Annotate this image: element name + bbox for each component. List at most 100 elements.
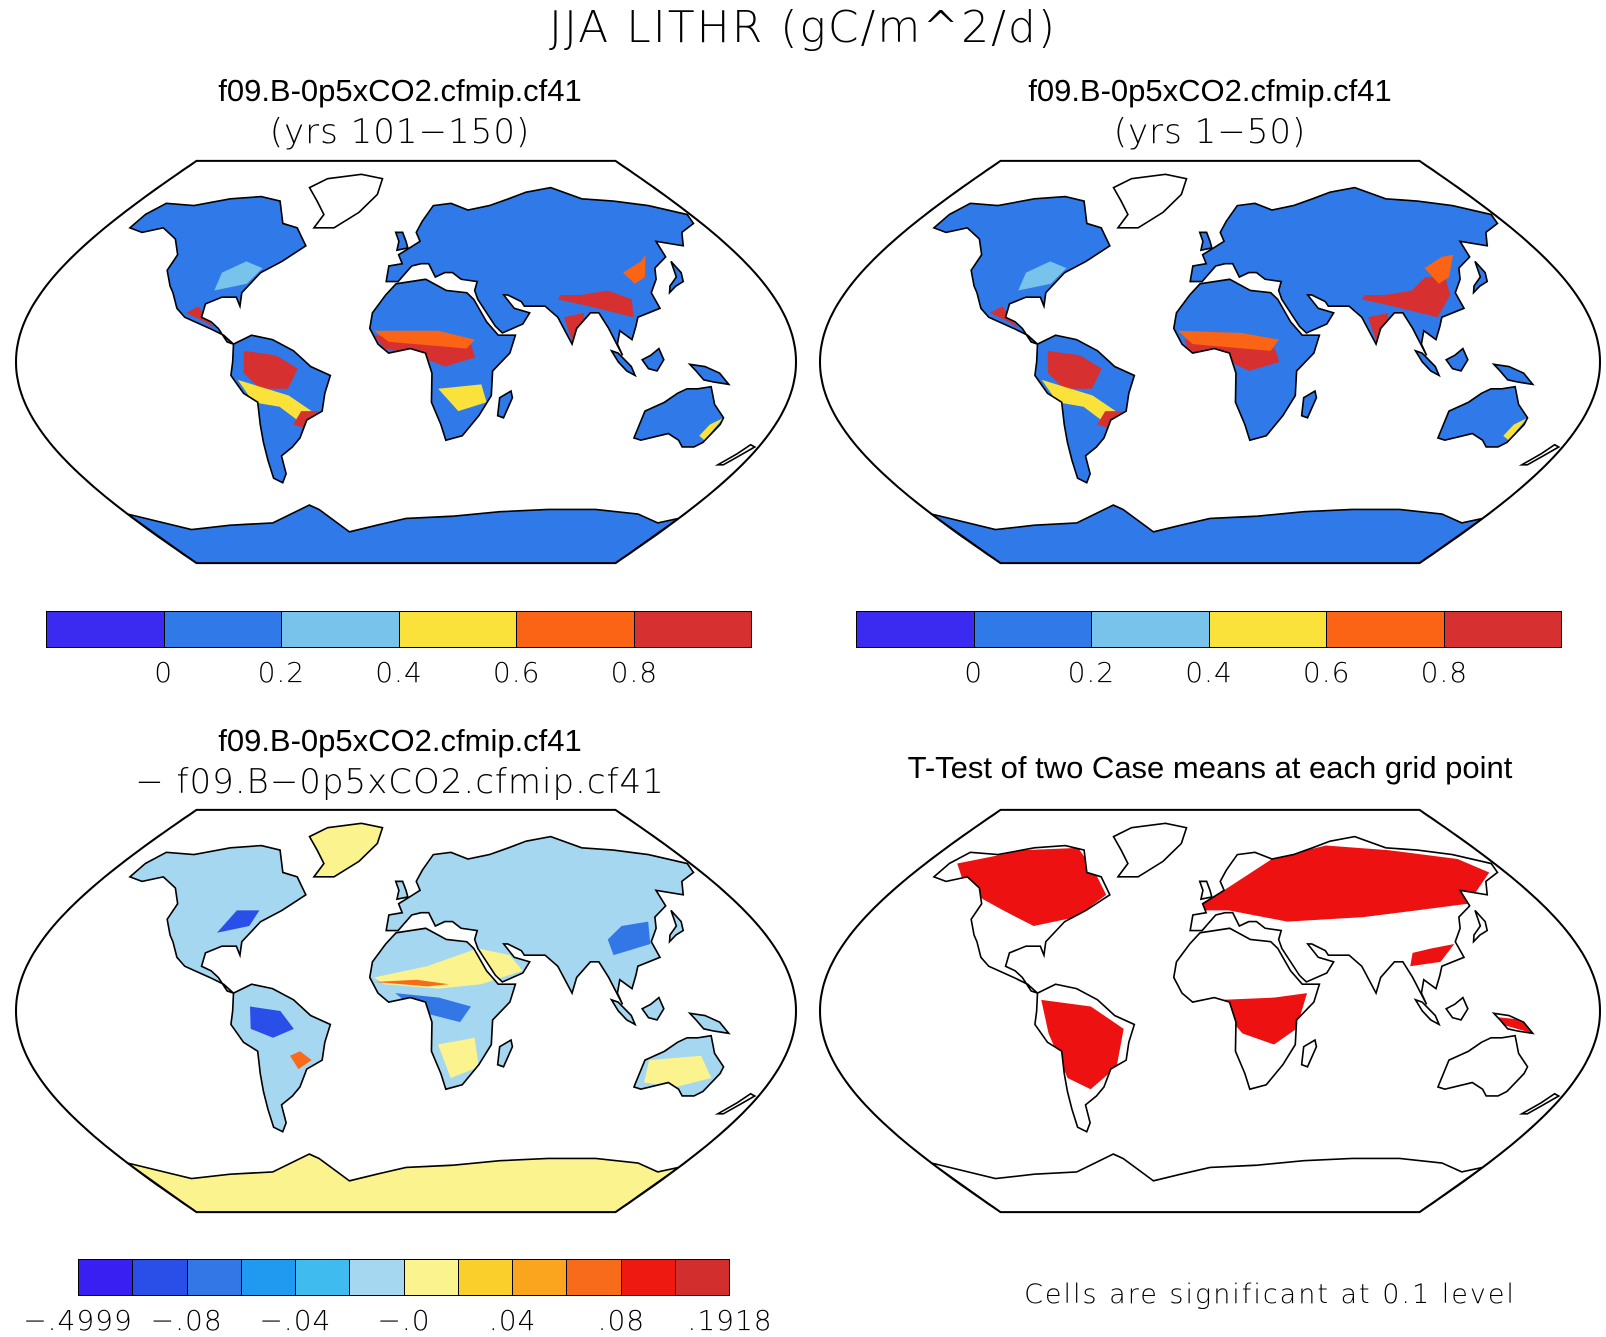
coastline (1413, 349, 1441, 378)
field-region (185, 306, 214, 329)
panel-1-subtitle: (yrs 101−150) (269, 112, 531, 152)
field-region (957, 847, 1107, 927)
colorbar-tick-label: 0.4 (375, 656, 423, 689)
coastline (308, 822, 384, 878)
figure-title: JJA LITHR (gC/m^2/d) (548, 2, 1058, 53)
coastline (496, 389, 514, 419)
coastline (1436, 1034, 1529, 1097)
colorbar-tick-label: 0.4 (1185, 656, 1233, 689)
coastline (714, 443, 757, 466)
field-region (290, 1051, 312, 1070)
field-region (438, 1037, 479, 1079)
colorbar-swatch (399, 612, 517, 647)
continent-antarctica (127, 505, 679, 564)
field-region (1424, 254, 1454, 284)
coastline (1444, 347, 1469, 372)
continent-newguinea (1493, 364, 1533, 385)
colorbar-tick-label: 0.6 (492, 656, 541, 689)
panel-3-subtitle: − f09.B−0p5xCO2.cfmip.cf41 (135, 762, 665, 802)
panel-2-subtitle: (yrs 1−50) (1113, 112, 1307, 152)
colorbar-swatch (857, 612, 975, 647)
coastline (632, 1034, 725, 1097)
field-region (1041, 999, 1124, 1090)
field-region (1220, 993, 1308, 1045)
colorbar-swatch (282, 612, 400, 647)
field-region (557, 290, 634, 318)
coastline (687, 363, 731, 386)
map-border (818, 159, 1602, 565)
colorbar-tick-label: 0.2 (1067, 656, 1116, 689)
coastline (1444, 996, 1469, 1021)
colorbar-tick-label: 0.6 (1302, 656, 1351, 689)
field-region (1361, 277, 1451, 318)
coastline (1491, 363, 1535, 386)
colorbar-swatch (634, 612, 751, 647)
coastline (1112, 173, 1188, 229)
continent-eurasia (1190, 187, 1498, 356)
continent-northAmerica (129, 196, 306, 345)
continent-northAmerica (933, 196, 1110, 345)
continent-sumatra (1415, 999, 1440, 1025)
colorbar-tick-label: 0.8 (610, 656, 659, 689)
map-border (14, 159, 798, 565)
coastline (368, 278, 517, 442)
coastline (640, 996, 665, 1021)
field-region (250, 1006, 294, 1038)
coastline (368, 927, 517, 1091)
coastline (1189, 835, 1499, 1005)
colorbar-panel-2 (856, 611, 1562, 648)
coastline (668, 909, 685, 944)
colorbar-tick-label: .04 (488, 1304, 537, 1337)
panel-1-title: f09.B-0p5xCO2.cfmip.cf41 (218, 73, 582, 108)
field-region (373, 948, 523, 989)
coastline (1172, 927, 1321, 1091)
continent-borneo (1446, 997, 1468, 1020)
continent-northAmerica (129, 845, 306, 994)
coastline (609, 998, 637, 1027)
field-region (1041, 379, 1116, 425)
coastline (1172, 278, 1321, 442)
continent-antarctica (931, 505, 1483, 564)
panel-2-title: f09.B-0p5xCO2.cfmip.cf41 (1028, 73, 1392, 108)
map-border (14, 808, 798, 1214)
colorbar-tick-label: −.08 (150, 1304, 223, 1337)
colorbar-swatch (1092, 612, 1210, 647)
field-region (1047, 350, 1102, 389)
coastline (609, 349, 637, 378)
coastline (128, 195, 307, 345)
continent-borneo (1446, 348, 1468, 371)
colorbar-tick-label: 0 (154, 656, 174, 689)
continent-greenland (1113, 823, 1187, 877)
continent-borneo (642, 997, 664, 1020)
colorbar-swatch (404, 1260, 459, 1295)
continent-madagascar (497, 391, 513, 418)
field-region (644, 1055, 712, 1087)
map-panel-1 (14, 159, 798, 565)
continent-sumatra (611, 350, 636, 376)
coastline (385, 186, 695, 356)
coastline (308, 173, 384, 229)
colorbar-swatch (567, 1260, 622, 1295)
field-region (216, 910, 260, 933)
coastline (496, 1038, 514, 1068)
continent-madagascar (497, 1040, 513, 1067)
coastline (230, 334, 332, 484)
continent-greenland (309, 823, 383, 877)
field-region (214, 261, 263, 291)
colorbar-swatch (513, 1260, 568, 1295)
continent-eurasia (386, 187, 694, 356)
coastline (1472, 909, 1489, 944)
field-region (607, 921, 651, 956)
coastline (1413, 998, 1441, 1027)
coastline (640, 347, 665, 372)
coastline (230, 983, 332, 1133)
coastline (687, 1012, 731, 1035)
field-region (243, 350, 298, 389)
coastline (632, 385, 725, 448)
colorbar-swatch (1444, 612, 1561, 647)
colorbar-swatch (1327, 612, 1445, 647)
coastline (1189, 186, 1499, 356)
continent-australia (1437, 386, 1528, 447)
colorbar-panel-3 (78, 1259, 730, 1296)
colorbar-swatch (79, 1260, 134, 1295)
